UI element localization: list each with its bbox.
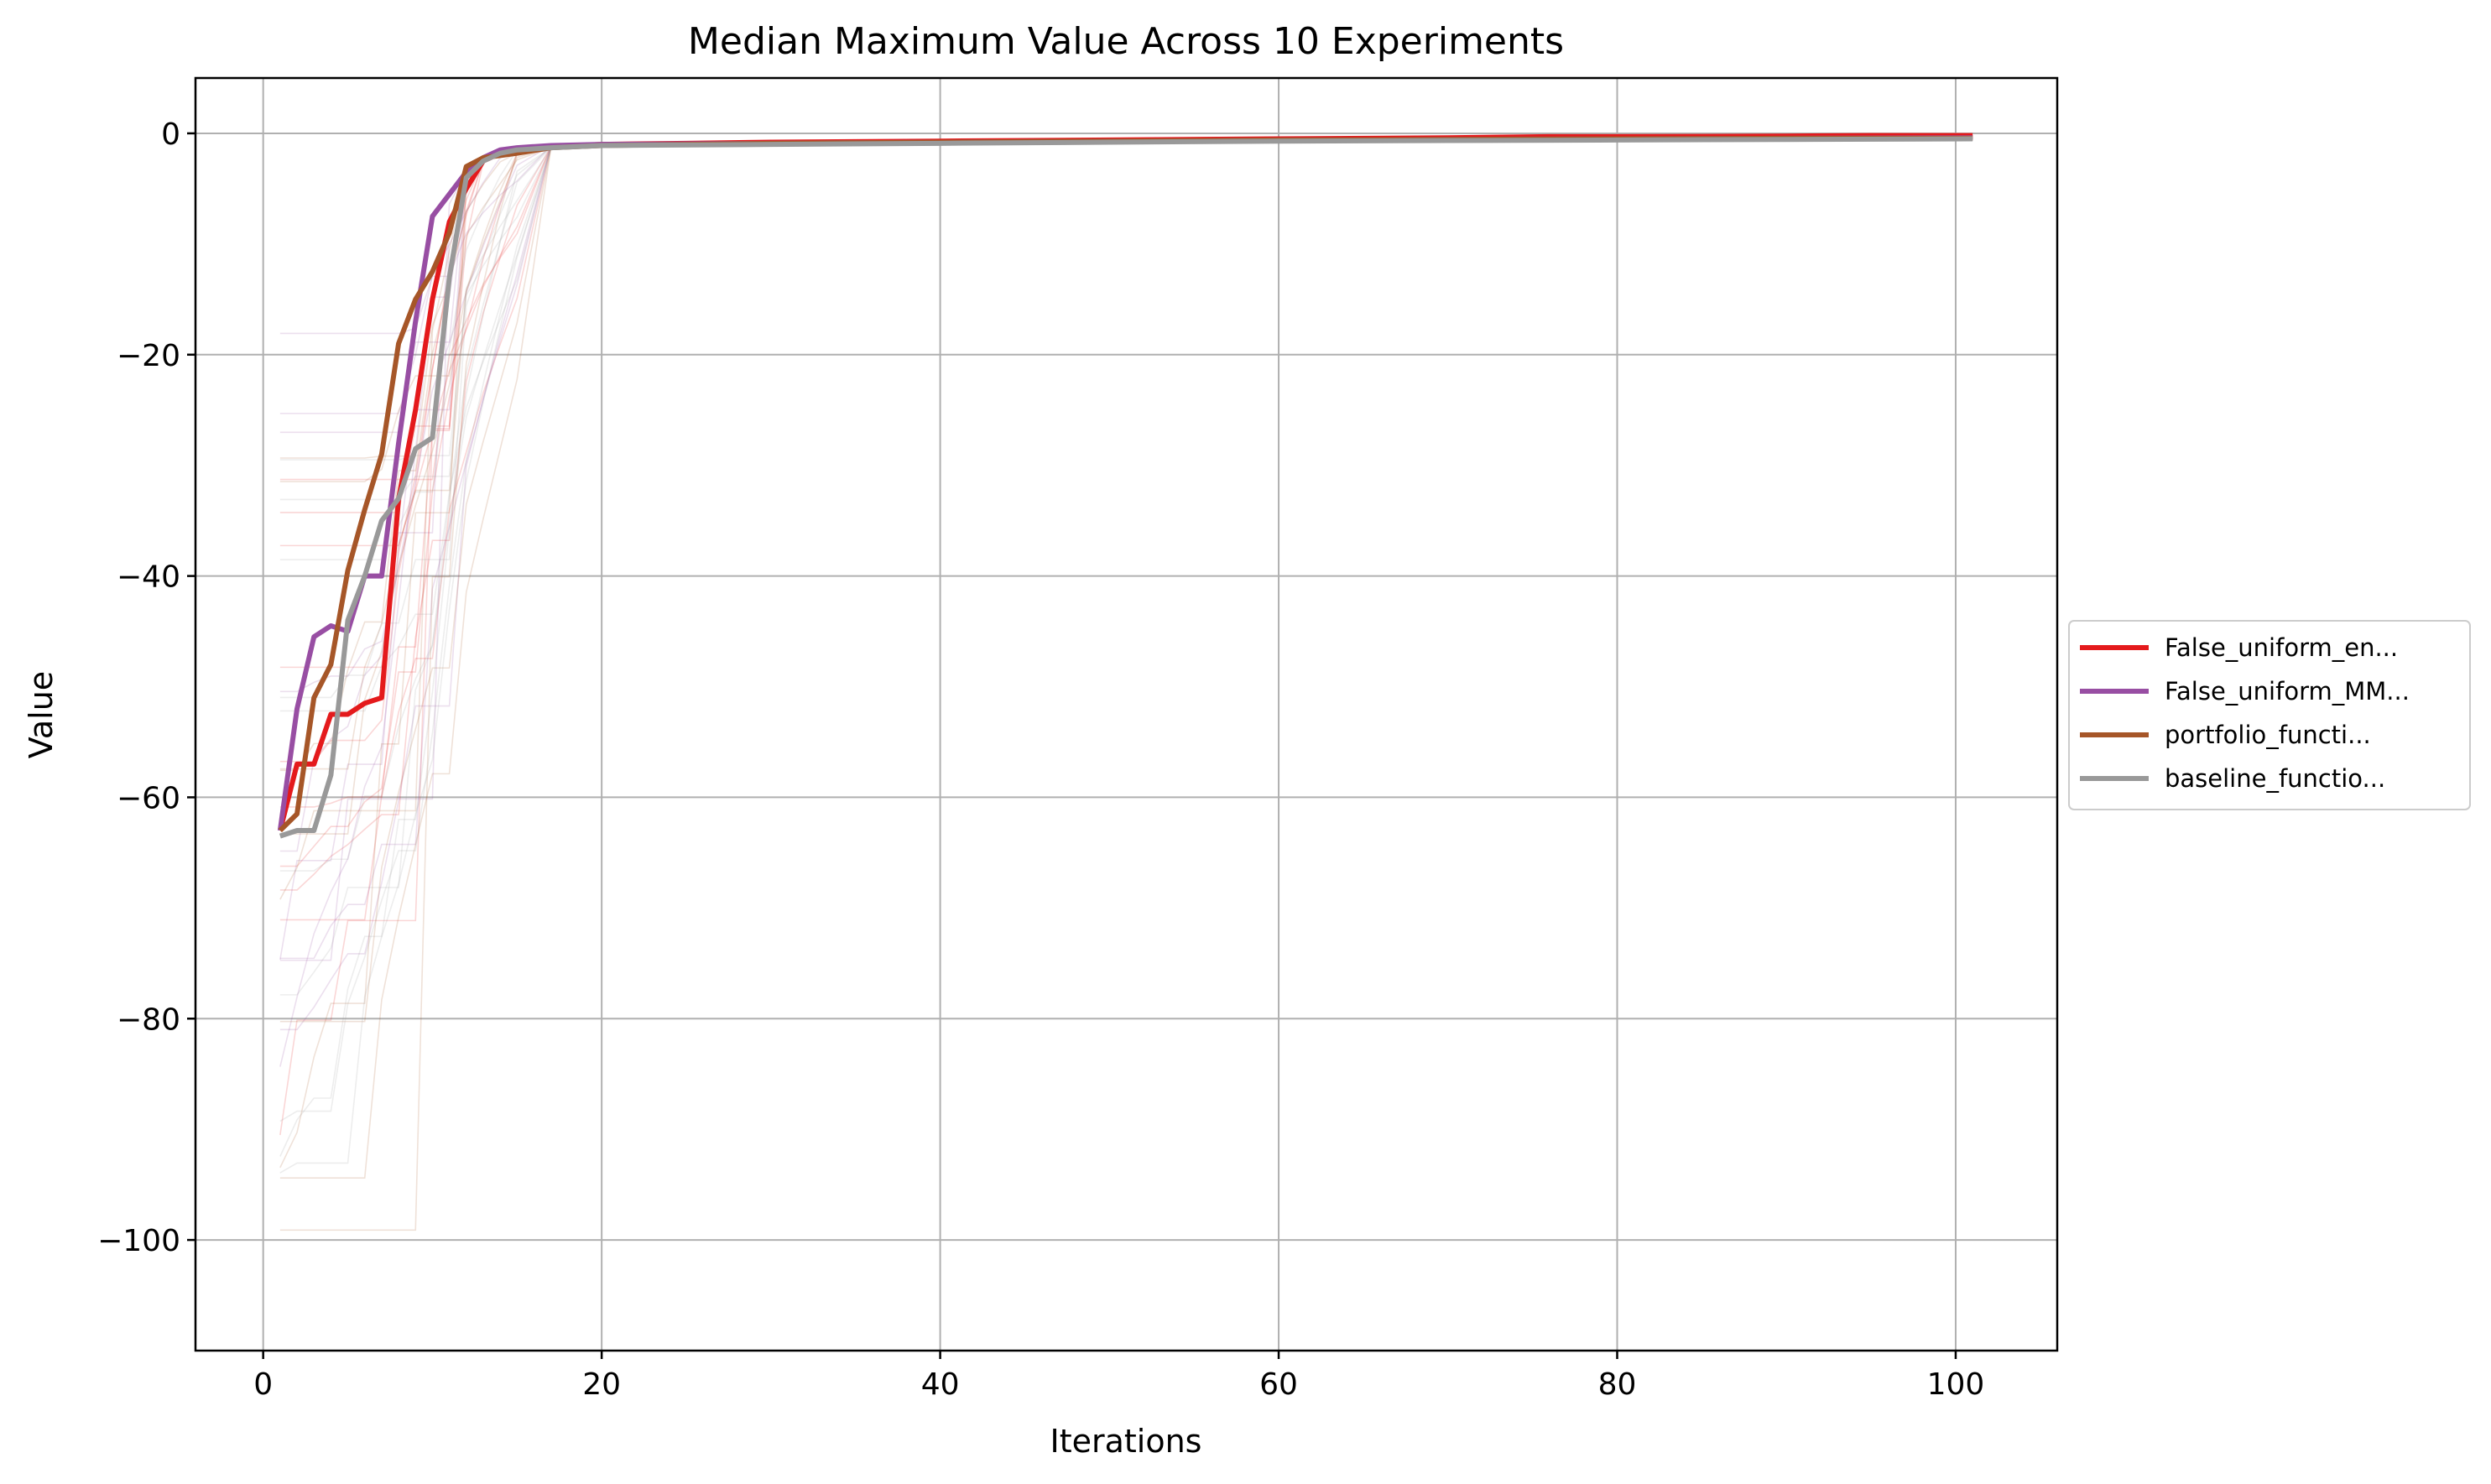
chart-title: Median Maximum Value Across 10 Experimen… — [688, 20, 1564, 63]
y-tick-label: −40 — [117, 560, 180, 595]
y-tick-label: −20 — [117, 339, 180, 373]
x-tick-label: 0 — [253, 1367, 273, 1402]
y-axis-label: Value — [23, 671, 60, 758]
legend: False_uniform_en... False_uniform_MM...po… — [2068, 620, 2471, 810]
y-tick-label: −60 — [117, 781, 180, 815]
y-tick-label: −80 — [117, 1002, 180, 1037]
y-tick-label: −100 — [97, 1224, 180, 1258]
plot-area — [194, 76, 2059, 1352]
x-tick-label: 80 — [1598, 1367, 1637, 1402]
legend-label: False_uniform_en... — [2165, 633, 2398, 662]
x-axis-label: Iterations — [1050, 1423, 1202, 1460]
legend-label: False_uniform_MM... — [2165, 677, 2410, 706]
axis-ticks: 0 20 40 60 80 100 0 −20 −40 −60 −80 −100 — [97, 117, 1984, 1402]
plot-frame — [194, 76, 2059, 1352]
x-tick-label: 20 — [582, 1367, 621, 1402]
legend-box — [2068, 620, 2471, 810]
series-lines — [277, 133, 1973, 839]
x-tick-label: 60 — [1259, 1367, 1298, 1402]
grid-lines — [195, 78, 2057, 1351]
legend-label: baseline_functio... — [2165, 764, 2385, 793]
x-tick-label: 100 — [1927, 1367, 1985, 1402]
legend-label: portfolio_functi... — [2165, 721, 2371, 749]
y-tick-label: 0 — [161, 117, 180, 152]
x-tick-label: 40 — [921, 1367, 960, 1402]
series-line-3 — [279, 136, 1973, 839]
